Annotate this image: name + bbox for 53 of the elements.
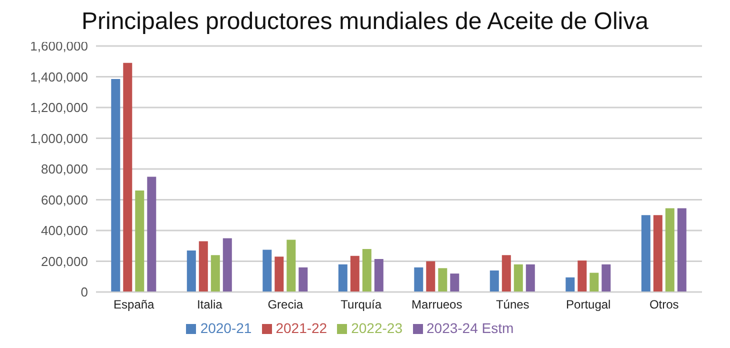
bar: [111, 79, 120, 292]
legend-label: 2021-22: [276, 320, 328, 336]
x-tick-label: Marrueos: [412, 298, 462, 312]
y-tick-label: 600,000: [41, 192, 88, 208]
bar: [135, 190, 144, 292]
bar: [590, 272, 599, 292]
bar: [274, 256, 284, 292]
x-tick-label: Otros: [649, 298, 679, 312]
bar: [514, 264, 523, 292]
bar: [210, 255, 220, 292]
bar: [665, 208, 674, 292]
y-tick-label: 800,000: [41, 162, 88, 177]
bar: [677, 208, 686, 292]
bar: [438, 268, 448, 292]
x-tick-label: Grecia: [268, 298, 304, 312]
bar: [222, 238, 232, 292]
y-tick-label: 1,000,000: [30, 130, 88, 146]
bar: [262, 250, 272, 292]
y-tick-label: 1,200,000: [30, 100, 88, 116]
bar: [578, 260, 587, 292]
bar: [566, 277, 575, 292]
bar: [338, 264, 348, 292]
y-tick-label: 200,000: [41, 254, 88, 269]
x-tick-label: Túnes: [496, 298, 530, 312]
x-tick-label: Portugal: [566, 298, 611, 312]
x-tick-label: Italia: [196, 298, 223, 312]
bar: [602, 264, 611, 292]
legend-label: 2023-24 Estm: [426, 320, 514, 336]
bar: [374, 258, 384, 292]
bar: [350, 256, 360, 292]
bar: [426, 261, 436, 292]
y-tick-label: 1,400,000: [30, 69, 88, 84]
bar: [450, 274, 460, 292]
bar: [147, 176, 156, 292]
bar: [362, 248, 372, 292]
legend-label: 2020-21: [200, 320, 252, 336]
chart-title: Principales productores mundiales de Aceite de Oliva: [82, 8, 648, 35]
x-tick-label: Turquía: [340, 298, 382, 312]
bar: [653, 215, 662, 292]
bar: [298, 267, 308, 292]
bar: [198, 241, 208, 292]
bar: [641, 215, 650, 292]
legend-label: 2022-23: [351, 320, 402, 336]
x-tick-label: España: [114, 298, 155, 312]
bar: [526, 264, 535, 292]
bar: [123, 62, 132, 292]
bar: [186, 250, 196, 292]
bar: [490, 270, 499, 292]
bar: [502, 255, 511, 292]
y-tick-label: 400,000: [41, 223, 88, 238]
bar: [286, 240, 296, 292]
bar: [414, 267, 424, 292]
y-tick-label: 0: [80, 284, 88, 300]
